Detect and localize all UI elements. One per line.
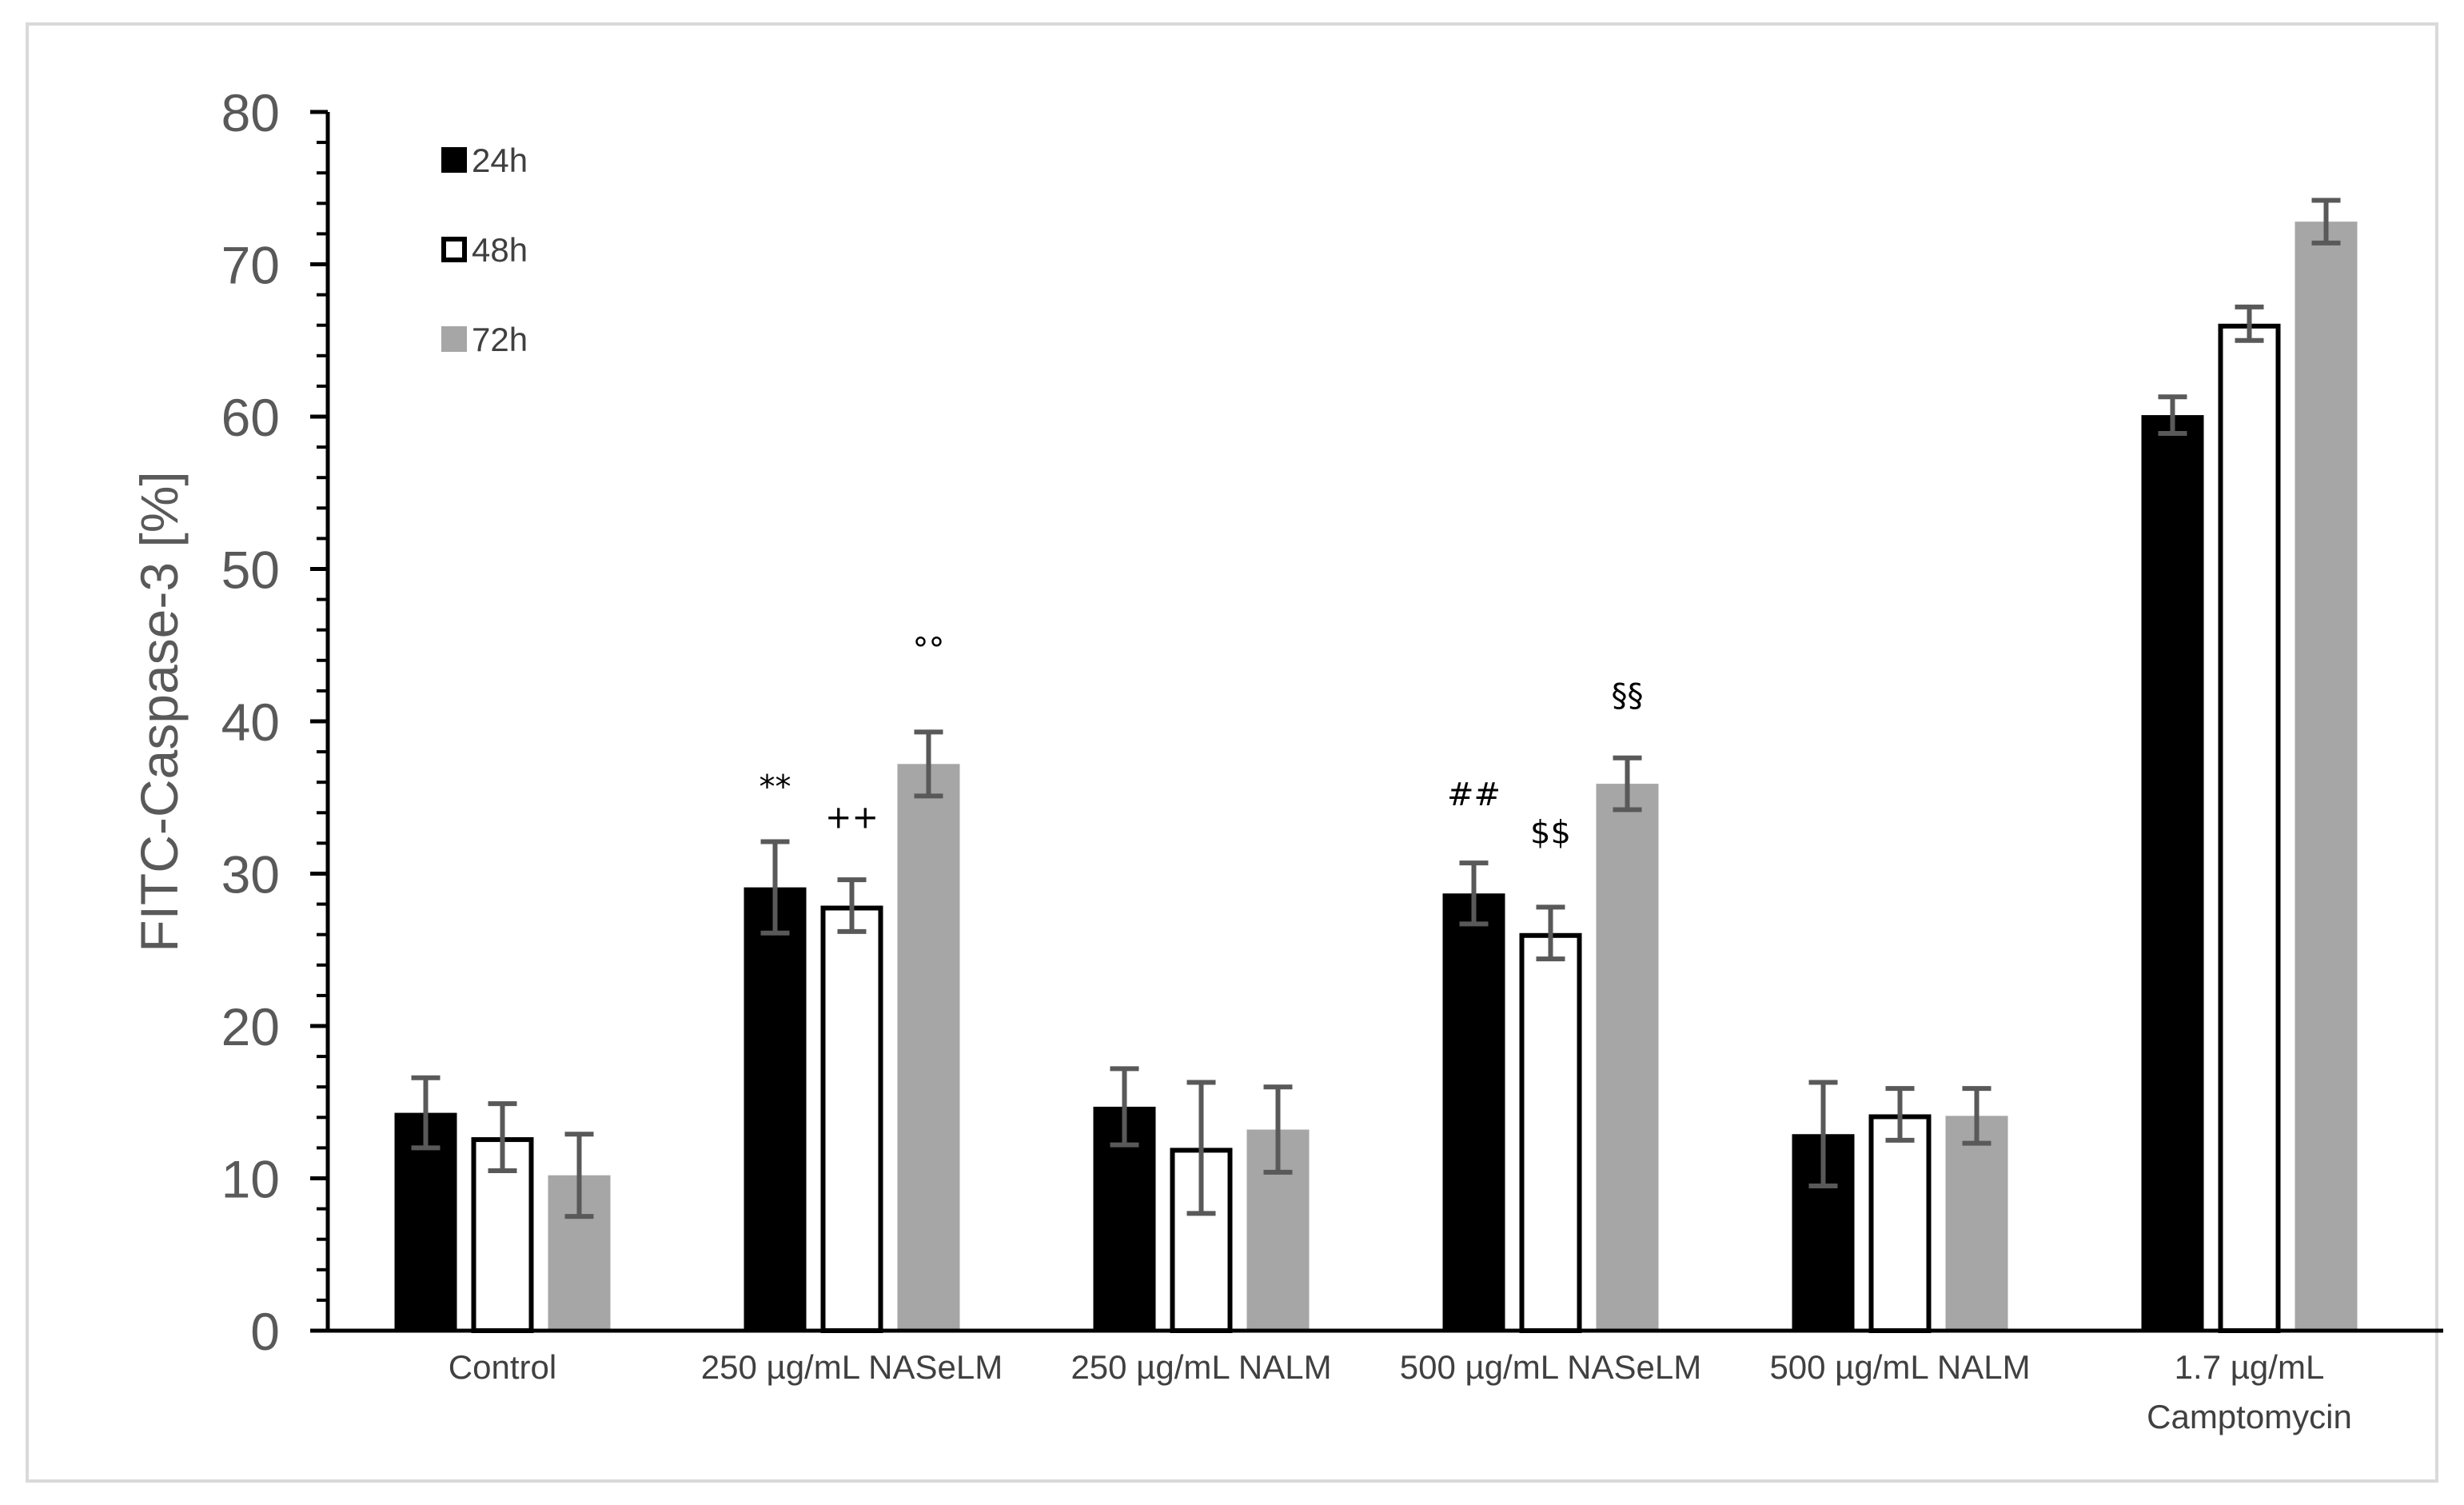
error-bar-48h-cat-1 bbox=[837, 877, 867, 934]
legend: 24h 48h 72h bbox=[441, 142, 528, 358]
error-bar-72h-cat-2 bbox=[1263, 1084, 1293, 1175]
error-bar-72h-cat-4 bbox=[1962, 1086, 1992, 1146]
y-tick-label: 50 bbox=[221, 541, 280, 600]
annotations-layer: ** ++ °° ## $$ §§ + bbox=[760, 632, 1644, 1034]
x-category-label: 500 µg/mL NALM bbox=[1769, 1348, 2030, 1386]
significance-annotation: §§ bbox=[1612, 677, 1644, 714]
legend-label: 24h bbox=[472, 142, 528, 179]
x-category-label: 250 µg/mL NALM bbox=[1071, 1348, 1331, 1386]
error-bar-24h-cat-3 bbox=[1459, 860, 1489, 927]
bar-24h-cat-5 bbox=[2141, 415, 2204, 1331]
error-bar-48h-cat-4 bbox=[1885, 1086, 1915, 1143]
x-category-label: 1.7 µg/mL bbox=[2175, 1348, 2325, 1386]
legend-item-72h: 72h bbox=[441, 321, 528, 358]
error-bar-72h-cat-5 bbox=[2311, 198, 2341, 246]
axes-layer bbox=[310, 110, 2443, 1333]
bar-24h-cat-3 bbox=[1442, 893, 1505, 1331]
bar-72h-cat-5 bbox=[2295, 222, 2358, 1331]
bar-48h-cat-1 bbox=[820, 905, 883, 1333]
bar-72h-cat-4 bbox=[1945, 1116, 2008, 1331]
bar-48h-cat-5 bbox=[2218, 323, 2281, 1333]
bar-24h-cat-1 bbox=[744, 887, 807, 1331]
bar-48h-cat-4 bbox=[1868, 1114, 1932, 1333]
error-bars-layer bbox=[411, 198, 2341, 1220]
y-tick-label: 20 bbox=[221, 997, 280, 1056]
labels-layer: 0 10 20 30 40 50 60 70 80 Control 250 µg/mL NASeLM… bbox=[221, 83, 2352, 1435]
y-tick-label: 70 bbox=[221, 236, 280, 295]
significance-annotation: ** bbox=[760, 768, 791, 805]
significance-annotation: ++ bbox=[825, 799, 879, 836]
significance-annotation: °° bbox=[913, 632, 945, 669]
x-category-label: 500 µg/mL NASeLM bbox=[1400, 1348, 1702, 1386]
bars-layer bbox=[394, 222, 2358, 1334]
bar-72h-cat-1 bbox=[897, 764, 960, 1331]
error-bar-24h-cat-5 bbox=[2158, 394, 2187, 436]
error-bar-24h-cat-4 bbox=[1808, 1080, 1838, 1189]
y-tick-label: 30 bbox=[221, 845, 280, 904]
legend-item-48h: 48h bbox=[441, 231, 528, 269]
error-bar-72h-cat-1 bbox=[914, 729, 943, 799]
error-bar-48h-cat-5 bbox=[2235, 304, 2264, 343]
error-bar-72h-cat-0 bbox=[564, 1132, 594, 1220]
y-tick-label: 60 bbox=[221, 388, 280, 447]
y-tick-label: 40 bbox=[221, 693, 280, 752]
bar-72h-cat-3 bbox=[1596, 784, 1659, 1331]
error-bar-48h-cat-2 bbox=[1186, 1080, 1216, 1216]
error-bar-48h-cat-0 bbox=[488, 1101, 517, 1173]
legend-swatch bbox=[441, 147, 467, 173]
legend-label: 72h bbox=[472, 321, 528, 358]
significance-annotation: ## bbox=[1447, 776, 1501, 813]
error-bar-24h-cat-2 bbox=[1110, 1066, 1139, 1148]
error-bar-24h-cat-0 bbox=[411, 1075, 441, 1151]
significance-annotation: $$ bbox=[1530, 814, 1571, 851]
error-bar-48h-cat-3 bbox=[1536, 904, 1565, 962]
error-bar-72h-cat-3 bbox=[1613, 755, 1642, 812]
y-axis-title: FITC-Caspase-3 [%] bbox=[130, 471, 189, 952]
legend-swatch bbox=[441, 237, 467, 262]
y-tick-label: 10 bbox=[221, 1150, 280, 1209]
x-category-label: 250 µg/mL NASeLM bbox=[701, 1348, 1003, 1386]
legend-label: 48h bbox=[472, 231, 528, 269]
bar-48h-cat-3 bbox=[1519, 932, 1582, 1334]
y-tick-label: 80 bbox=[221, 83, 280, 142]
significance-annotation: + bbox=[1461, 997, 1488, 1034]
legend-swatch bbox=[441, 326, 467, 352]
error-bar-24h-cat-1 bbox=[760, 839, 790, 936]
legend-item-24h: 24h bbox=[441, 142, 528, 179]
x-category-label: Camptomycin bbox=[2147, 1398, 2352, 1435]
x-category-label: Control bbox=[449, 1348, 556, 1386]
y-tick-label: 0 bbox=[250, 1302, 280, 1361]
